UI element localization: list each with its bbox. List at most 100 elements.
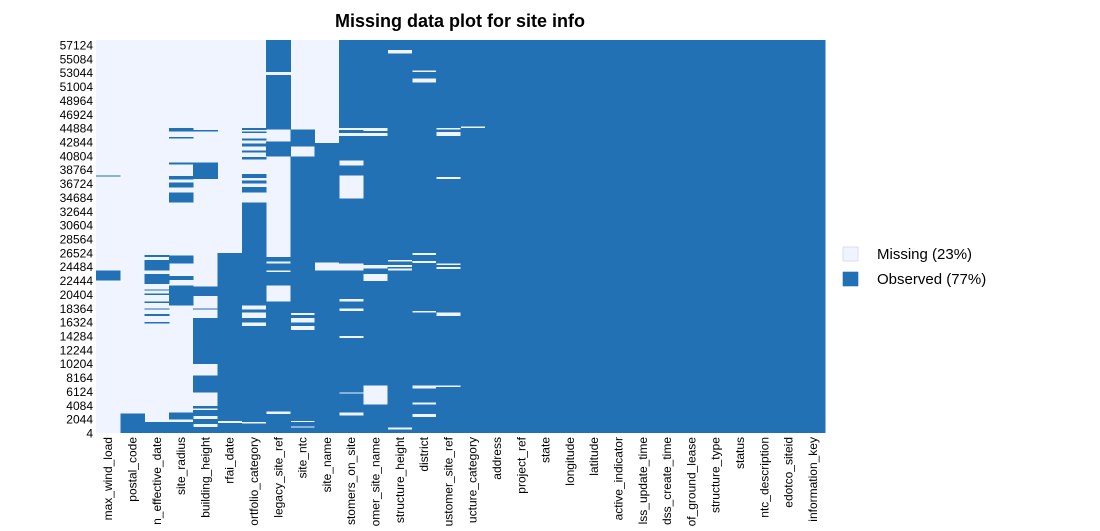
observed-cell [436, 269, 461, 313]
observed-cell [144, 321, 170, 324]
column-site_ntc [290, 129, 316, 433]
observed-cell [703, 40, 729, 433]
observed-cell [339, 311, 364, 337]
x-tick-label: n_effective_date [150, 437, 164, 525]
column-latitude [582, 40, 607, 433]
column-structure_type [703, 40, 729, 433]
column-state [533, 40, 559, 433]
x-tick-label: project_ref [514, 436, 528, 493]
observed-cell [460, 40, 486, 127]
x-tick-label: structure_height [393, 436, 407, 523]
observed-cell [168, 255, 194, 264]
x-tick-label: state [539, 437, 553, 463]
observed-cell [387, 53, 413, 261]
observed-cell [241, 131, 267, 133]
observed-cell [241, 174, 267, 179]
legend-item-observed: Observed (77%) [842, 271, 986, 288]
y-tick-label: 16324 [60, 316, 94, 330]
observed-cell [144, 293, 170, 295]
legend-label: Missing (23%) [877, 246, 972, 263]
observed-cell [144, 313, 170, 316]
observed-cell [752, 40, 777, 433]
observed-cell [339, 40, 364, 129]
y-tick-label: 40804 [60, 149, 94, 163]
column-omer_site_name [363, 40, 388, 433]
x-tick-label: latitude [587, 437, 601, 476]
observed-cell [800, 40, 826, 433]
x-tick-label: legacy_site_ref [271, 436, 285, 517]
y-tick-label: 14284 [60, 330, 94, 344]
observed-cell [654, 40, 680, 433]
observed-cell [679, 40, 704, 433]
y-tick-label: 51004 [60, 80, 94, 94]
y-tick-label: 32644 [60, 205, 94, 219]
observed-cell [363, 136, 388, 265]
column-site_radius [168, 128, 194, 433]
y-tick-label: 8164 [66, 371, 93, 385]
x-tick-label: site_name [320, 437, 334, 493]
observed-cell [509, 40, 534, 433]
observed-cell [290, 129, 316, 147]
y-tick-label: 46924 [60, 108, 94, 122]
observed-cell [387, 40, 413, 51]
observed-cell [144, 260, 170, 271]
column-building_height [193, 130, 218, 433]
observed-cell [168, 182, 194, 188]
observed-cell [436, 129, 461, 133]
observed-cell [727, 40, 753, 433]
observed-cell [290, 422, 316, 427]
observed-cell [411, 71, 437, 79]
observed-cell [339, 136, 364, 161]
y-tick-label: 48964 [60, 94, 94, 108]
x-axis: max_wind_load postal_code n_effective_date… [101, 436, 820, 526]
observed-cell [193, 317, 218, 364]
column-max_wind_load [96, 175, 121, 281]
observed-cell [363, 268, 388, 274]
y-tick-label: 34684 [60, 191, 94, 205]
x-tick-label: district [417, 436, 431, 471]
observed-cell [363, 281, 388, 386]
x-tick-label: active_indicator [611, 437, 625, 520]
y-tick-label: 53044 [60, 66, 94, 80]
y-tick-label: 55084 [60, 52, 94, 66]
observed-cell [411, 416, 437, 433]
observed-cell [776, 40, 802, 433]
x-tick-label: structure_type [709, 437, 723, 513]
observed-cell [436, 386, 461, 433]
observed-cell [144, 289, 170, 291]
observed-cell [241, 187, 267, 193]
observed-cell [484, 40, 510, 433]
observed-cell [266, 263, 291, 271]
y-tick-label: 26524 [60, 246, 94, 260]
observed-cell [266, 271, 291, 286]
observed-cell [168, 412, 194, 420]
observed-cell [241, 157, 267, 160]
observed-cell [387, 261, 413, 265]
y-tick-label: 28564 [60, 233, 94, 247]
y-tick-label: 44884 [60, 122, 94, 136]
observed-cell [217, 422, 243, 433]
observed-cell [363, 404, 388, 433]
observed-cell [411, 388, 437, 403]
column-active_indicator [606, 40, 631, 433]
legend-swatch [842, 271, 859, 287]
observed-cell [193, 418, 218, 425]
observed-cell [339, 301, 364, 309]
observed-cell [557, 40, 583, 433]
observed-cell [436, 136, 461, 177]
observed-cell [290, 330, 316, 421]
y-tick-label: 24484 [60, 260, 94, 274]
observed-cell [266, 40, 291, 72]
y-tick-label: 6124 [66, 385, 93, 399]
x-tick-label: max_wind_load [101, 437, 115, 520]
observed-cell [144, 422, 170, 433]
observed-cell [411, 262, 437, 312]
observed-cell [193, 426, 218, 433]
column-project_ref [509, 40, 534, 433]
x-tick-label: omer_site_name [368, 437, 382, 527]
observed-cell [193, 405, 218, 409]
observed-cell [411, 254, 437, 261]
y-tick-label: 36724 [60, 177, 94, 191]
x-tick-label: ortfolio_category [247, 437, 261, 526]
observed-cell [266, 301, 291, 412]
